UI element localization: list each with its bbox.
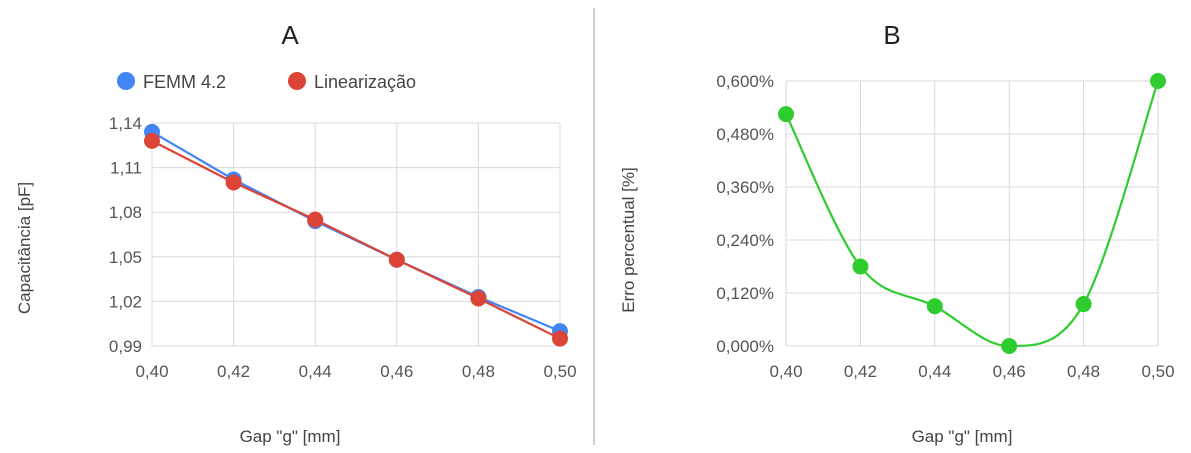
- x-tick-label: 0,42: [844, 362, 877, 381]
- legend-marker-linearizacao: [288, 72, 306, 90]
- chart-b-y-axis-title: Erro percentual [%]: [619, 167, 638, 313]
- data-point: [1075, 296, 1092, 313]
- legend-label-femm: FEMM 4.2: [143, 72, 226, 92]
- chart-a-title: A: [281, 20, 299, 50]
- chart-a-legend: FEMM 4.2 Linearização: [117, 72, 416, 92]
- y-tick-label: 1,14: [109, 114, 142, 133]
- x-tick-label: 0,50: [543, 362, 576, 381]
- x-tick-label: 0,40: [769, 362, 802, 381]
- chart-b-x-axis-title: Gap "g" [mm]: [912, 427, 1013, 446]
- y-tick-label: 1,08: [109, 203, 142, 222]
- x-tick-label: 0,50: [1141, 362, 1174, 381]
- chart-b-title: B: [883, 20, 900, 50]
- x-tick-label: 0,48: [462, 362, 495, 381]
- y-tick-label: 1,05: [109, 248, 142, 267]
- data-point: [1150, 73, 1166, 89]
- x-tick-label: 0,40: [135, 362, 168, 381]
- data-point: [552, 330, 568, 347]
- data-point: [926, 298, 943, 315]
- x-tick-label: 0,46: [380, 362, 413, 381]
- x-tick-label: 0,46: [993, 362, 1026, 381]
- chart-a-plot-area: 0,99 1,02 1,05 1,08 1,11 1,14 0,40 0,42 0,44 0,46…: [109, 114, 577, 381]
- chart-b-plot-area: 0,000% 0,120% 0,240% 0,360% 0,480% 0,600% 0,40…: [716, 72, 1174, 381]
- x-tick-label: 0,44: [299, 362, 332, 381]
- data-point: [144, 132, 160, 149]
- y-tick-label: 0,480%: [716, 125, 774, 144]
- x-tick-label: 0,48: [1067, 362, 1100, 381]
- y-tick-label: 1,11: [110, 159, 142, 178]
- data-point: [470, 290, 487, 307]
- data-point: [852, 258, 869, 275]
- y-tick-label: 0,600%: [716, 72, 774, 91]
- data-point: [307, 211, 324, 228]
- data-point: [1001, 338, 1018, 354]
- y-tick-label: 0,360%: [716, 178, 774, 197]
- data-point: [225, 174, 242, 191]
- y-tick-label: 0,000%: [716, 337, 774, 356]
- y-tick-label: 1,02: [109, 292, 142, 311]
- series-line: [151, 139, 561, 340]
- y-tick-label: 0,120%: [716, 284, 774, 303]
- chart-a-y-axis-title: Capacitância [pF]: [15, 182, 34, 314]
- data-point: [388, 251, 405, 268]
- chart-a-x-axis-title: Gap "g" [mm]: [240, 427, 341, 446]
- y-tick-label: 0,99: [109, 337, 142, 356]
- x-tick-label: 0,42: [217, 362, 250, 381]
- x-tick-label: 0,44: [918, 362, 951, 381]
- y-tick-label: 0,240%: [716, 231, 774, 250]
- series-line: [785, 80, 1160, 348]
- data-point: [778, 106, 794, 123]
- legend-marker-femm: [117, 72, 135, 90]
- legend-label-linearizacao: Linearização: [314, 72, 416, 92]
